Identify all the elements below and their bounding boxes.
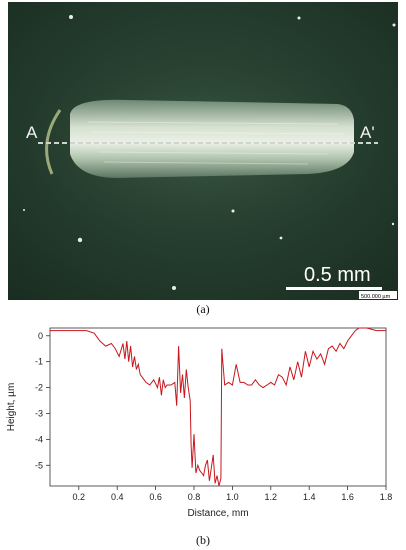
series-line-height-profile	[50, 327, 386, 487]
y-tick-label: -5	[35, 460, 43, 470]
scale-bar	[286, 287, 382, 290]
y-tick-label: 0	[38, 331, 43, 341]
y-axis-label: Height, µm	[6, 383, 17, 432]
y-tick-label: -3	[35, 408, 43, 418]
x-axis-label: Distance, mm	[187, 508, 248, 519]
x-tick-label: 0.2	[73, 492, 86, 502]
label-a-end: A'	[360, 123, 375, 142]
y-tick-label: -1	[35, 357, 43, 367]
x-tick-label: 1.4	[303, 492, 316, 502]
x-tick-label: 0.6	[149, 492, 162, 502]
plot-frame	[49, 327, 387, 487]
scale-bar-small-label: 500.000 µm	[361, 294, 391, 300]
y-tick-label: -4	[35, 434, 43, 444]
scale-bar-label: 0.5 mm	[304, 264, 371, 286]
x-tick-label: 1.0	[226, 492, 239, 502]
label-a-start: A	[26, 123, 38, 142]
y-tick-label: -2	[35, 383, 43, 393]
height-profile-chart: 0.2 0.4 0.6 0.8 1.0 1.2 1.4 1.6 1.8 0 -1 -2 -3 -4 -5 D…	[6, 327, 393, 519]
x-tick-label: 0.8	[188, 492, 201, 502]
x-tick-label: 1.2	[265, 492, 278, 502]
x-tick-label: 0.4	[111, 492, 124, 502]
caption-b: (b)	[196, 533, 210, 547]
wear-scar	[70, 99, 354, 178]
x-tick-label: 1.6	[341, 492, 354, 502]
x-tick-label: 1.8	[380, 492, 393, 502]
micrograph-wear-scar: A A' 0.5 mm 500.000 µm	[8, 2, 398, 300]
caption-a: (a)	[196, 302, 210, 316]
